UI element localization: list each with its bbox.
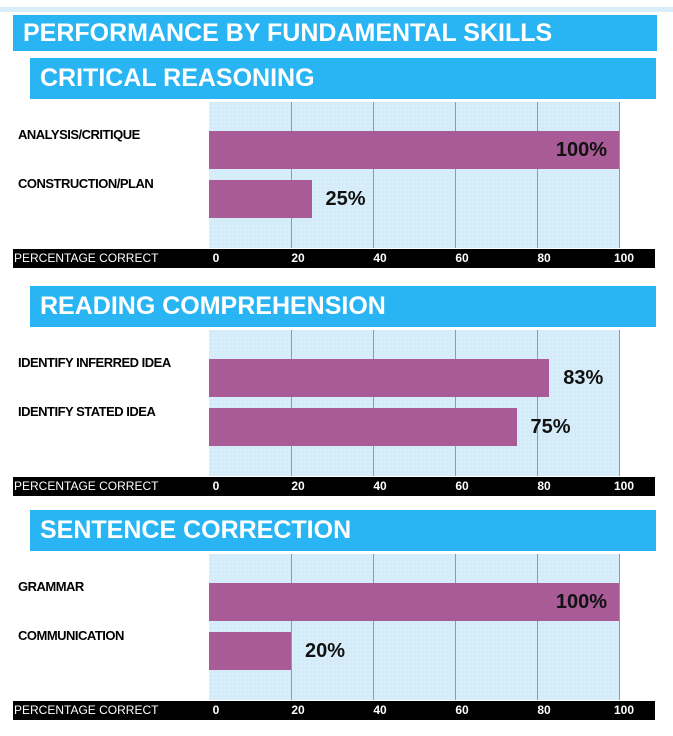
gridline	[291, 554, 292, 700]
gridline	[373, 102, 374, 248]
x-tick-label: 40	[373, 251, 387, 265]
bar	[209, 583, 619, 621]
gridline	[537, 102, 538, 248]
section-title: READING COMPREHENSION	[30, 286, 656, 327]
page-title: PERFORMANCE BY FUNDAMENTAL SKILLS	[13, 15, 657, 51]
category-label: IDENTIFY INFERRED IDEA	[18, 355, 171, 370]
x-tick-label: 0	[212, 703, 220, 717]
data-label: 100%	[555, 139, 607, 161]
x-axis-band: PERCENTAGE CORRECT 0 20 40 60 80 100	[13, 249, 655, 268]
x-axis-label: PERCENTAGE CORRECT	[14, 251, 159, 265]
data-label: 25%	[325, 188, 366, 210]
data-label: 75%	[530, 416, 571, 438]
x-tick-label: 60	[455, 479, 469, 493]
x-tick-label: 80	[537, 479, 551, 493]
top-strip	[0, 7, 673, 12]
section-title: SENTENCE CORRECTION	[30, 510, 656, 551]
x-tick-label: 0	[212, 479, 220, 493]
bar	[209, 359, 550, 397]
x-tick-label: 40	[373, 479, 387, 493]
data-label: 20%	[305, 640, 346, 662]
bar	[209, 632, 291, 670]
bar	[209, 408, 517, 446]
gridline	[291, 330, 292, 476]
category-label: IDENTIFY STATED IDEA	[18, 404, 156, 419]
category-label: GRAMMAR	[18, 579, 84, 594]
x-tick-label: 60	[455, 251, 469, 265]
chart-section: CRITICAL REASONING 100% 25% ANALYSIS/CRITIQ…	[0, 58, 673, 273]
x-tick-label: 0	[212, 251, 220, 265]
x-axis-label: PERCENTAGE CORRECT	[14, 479, 159, 493]
gridline	[373, 554, 374, 700]
category-label: ANALYSIS/CRITIQUE	[18, 127, 140, 142]
chart-section: SENTENCE CORRECTION 100% 20% GRAMMAR COMMUNI…	[0, 510, 673, 725]
x-axis-label: PERCENTAGE CORRECT	[14, 703, 159, 717]
x-tick-label: 100	[613, 703, 635, 717]
x-axis-band: PERCENTAGE CORRECT 0 20 40 60 80 100	[13, 477, 655, 496]
gridline	[537, 330, 538, 476]
x-tick-label: 20	[291, 479, 305, 493]
x-tick-label: 80	[537, 251, 551, 265]
plot-area: 100% 25%	[209, 102, 620, 248]
section-title: CRITICAL REASONING	[30, 58, 656, 99]
gridline	[373, 330, 374, 476]
chart-section: READING COMPREHENSION 83% 75% IDENTIFY INFE…	[0, 286, 673, 501]
x-axis-band: PERCENTAGE CORRECT 0 20 40 60 80 100	[13, 701, 655, 720]
x-tick-label: 80	[537, 703, 551, 717]
gridline	[537, 554, 538, 700]
x-tick-label: 100	[613, 479, 635, 493]
category-label: CONSTRUCTION/PLAN	[18, 176, 154, 191]
x-tick-label: 20	[291, 251, 305, 265]
x-tick-label: 20	[291, 703, 305, 717]
plot-area: 83% 75%	[209, 330, 620, 476]
data-label: 100%	[555, 591, 607, 613]
bar	[209, 131, 619, 169]
bar	[209, 180, 312, 218]
category-label: COMMUNICATION	[18, 628, 124, 643]
gridline	[455, 102, 456, 248]
data-label: 83%	[563, 367, 604, 389]
gridline	[455, 330, 456, 476]
x-tick-label: 40	[373, 703, 387, 717]
gridline	[291, 102, 292, 248]
x-tick-label: 60	[455, 703, 469, 717]
plot-area: 100% 20%	[209, 554, 620, 700]
gridline	[455, 554, 456, 700]
x-tick-label: 100	[613, 251, 635, 265]
